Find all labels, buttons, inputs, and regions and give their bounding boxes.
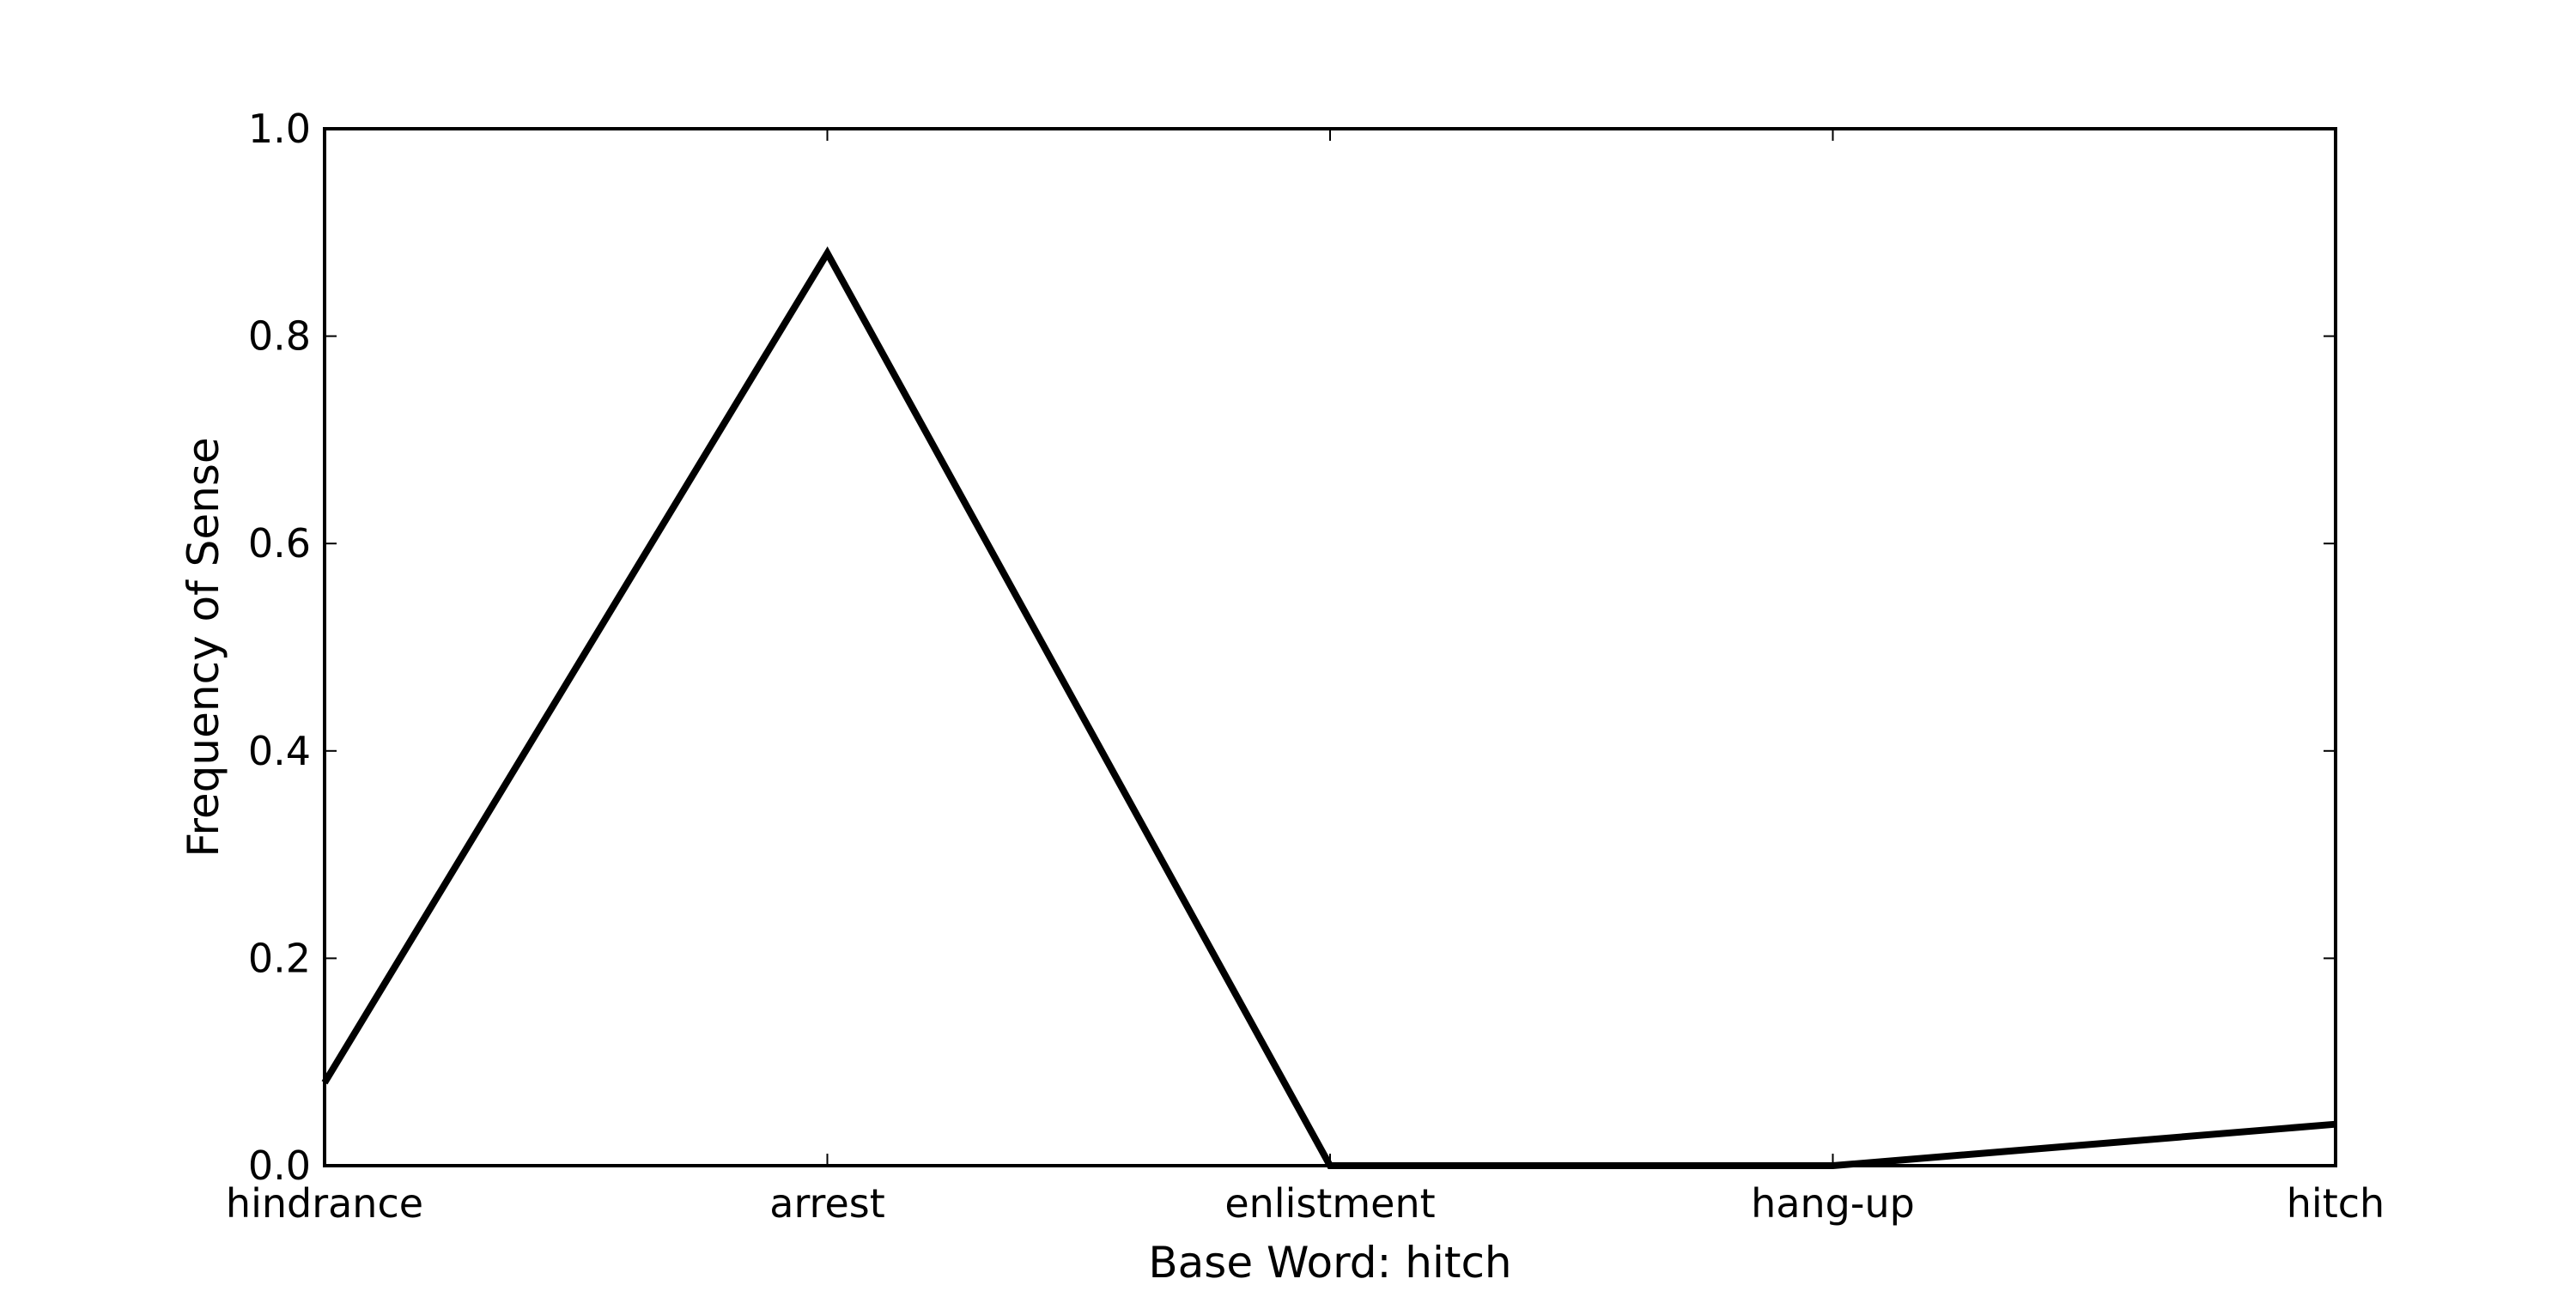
x-tick-label: hindrance (226, 1180, 423, 1227)
x-tick-label: arrest (769, 1180, 885, 1227)
y-axis-title: Frequency of Sense (179, 437, 228, 857)
x-tick-label: hang-up (1751, 1180, 1915, 1227)
y-tick-label: 0.6 (248, 520, 311, 567)
axis-labels: 0.0 0.2 0.4 0.6 0.8 1.0 hindrance arrest enlistm… (226, 106, 2385, 1227)
y-tick-label: 0.4 (248, 728, 311, 774)
x-axis-title: Base Word: hitch (1148, 1238, 1511, 1288)
axis-ticks (324, 128, 2336, 1167)
plot-area (321, 245, 2336, 1169)
y-tick-label: 0.0 (248, 1143, 311, 1189)
x-tick-label: enlistment (1224, 1180, 1435, 1227)
series-line (321, 245, 2336, 1169)
x-tick-label: hitch (2287, 1180, 2385, 1227)
y-tick-label: 1.0 (248, 106, 311, 152)
y-tick-label: 0.2 (248, 935, 311, 981)
y-tick-label: 0.8 (248, 313, 311, 360)
plot-frame (323, 127, 2337, 1167)
